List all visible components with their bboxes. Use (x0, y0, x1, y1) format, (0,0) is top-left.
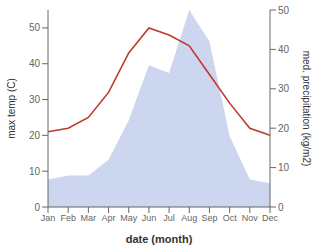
svg-text:Jan: Jan (41, 213, 56, 223)
svg-text:Jun: Jun (142, 213, 157, 223)
svg-text:10: 10 (29, 166, 41, 177)
svg-text:40: 40 (278, 44, 290, 55)
svg-text:Oct: Oct (223, 213, 238, 223)
svg-text:Aug: Aug (181, 213, 197, 223)
svg-text:0: 0 (278, 202, 284, 213)
svg-text:max temp (C): max temp (C) (8, 78, 17, 139)
svg-text:med. precipitation (kg/m2): med. precipitation (kg/m2) (301, 51, 310, 167)
svg-text:10: 10 (278, 162, 290, 173)
svg-text:Jul: Jul (163, 213, 175, 223)
svg-text:20: 20 (29, 130, 41, 141)
svg-text:20: 20 (278, 123, 290, 134)
svg-text:Apr: Apr (102, 213, 116, 223)
svg-text:Sep: Sep (201, 213, 217, 223)
svg-text:0: 0 (34, 202, 40, 213)
svg-text:Dec: Dec (262, 213, 279, 223)
svg-text:30: 30 (29, 94, 41, 105)
svg-text:30: 30 (278, 83, 290, 94)
svg-text:May: May (120, 213, 138, 223)
svg-text:50: 50 (29, 22, 41, 33)
svg-text:40: 40 (29, 58, 41, 69)
svg-text:Nov: Nov (242, 213, 259, 223)
svg-text:date (month): date (month) (126, 233, 193, 245)
svg-text:Feb: Feb (60, 213, 76, 223)
svg-text:Mar: Mar (81, 213, 97, 223)
svg-text:50: 50 (278, 5, 290, 16)
